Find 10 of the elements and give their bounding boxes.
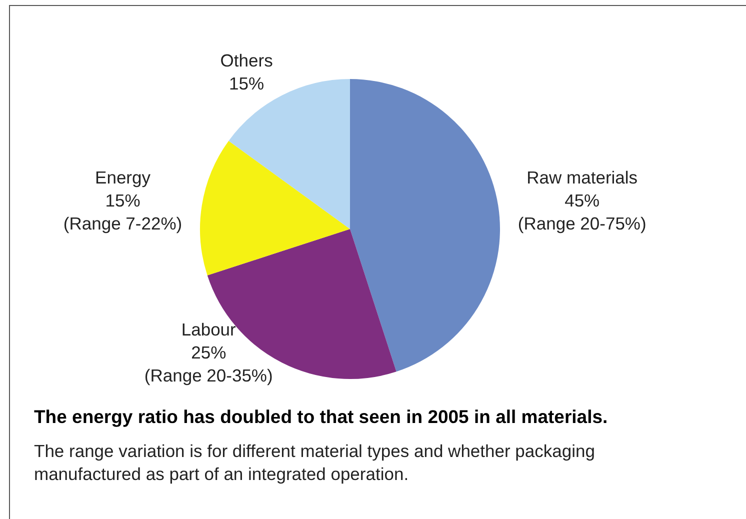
slice-label: Energy [95, 167, 151, 188]
slice-label: Labour [181, 320, 236, 340]
data-label: 15% [229, 73, 264, 94]
data-label: 45% (Range 20-75%) [518, 190, 646, 234]
data-label: 15% (Range 7-22%) [63, 190, 182, 234]
text: The range variation is for different material types and whether packaging manufactured as part of an integrated operation. [34, 440, 596, 486]
slice-label: Raw materials [526, 167, 638, 188]
text: The energy ratio has doubled to that seen in 2005 in all materials. [34, 406, 608, 428]
data-label: 25% (Range 20-35%) [144, 342, 273, 386]
slice-label: Others [220, 50, 274, 70]
